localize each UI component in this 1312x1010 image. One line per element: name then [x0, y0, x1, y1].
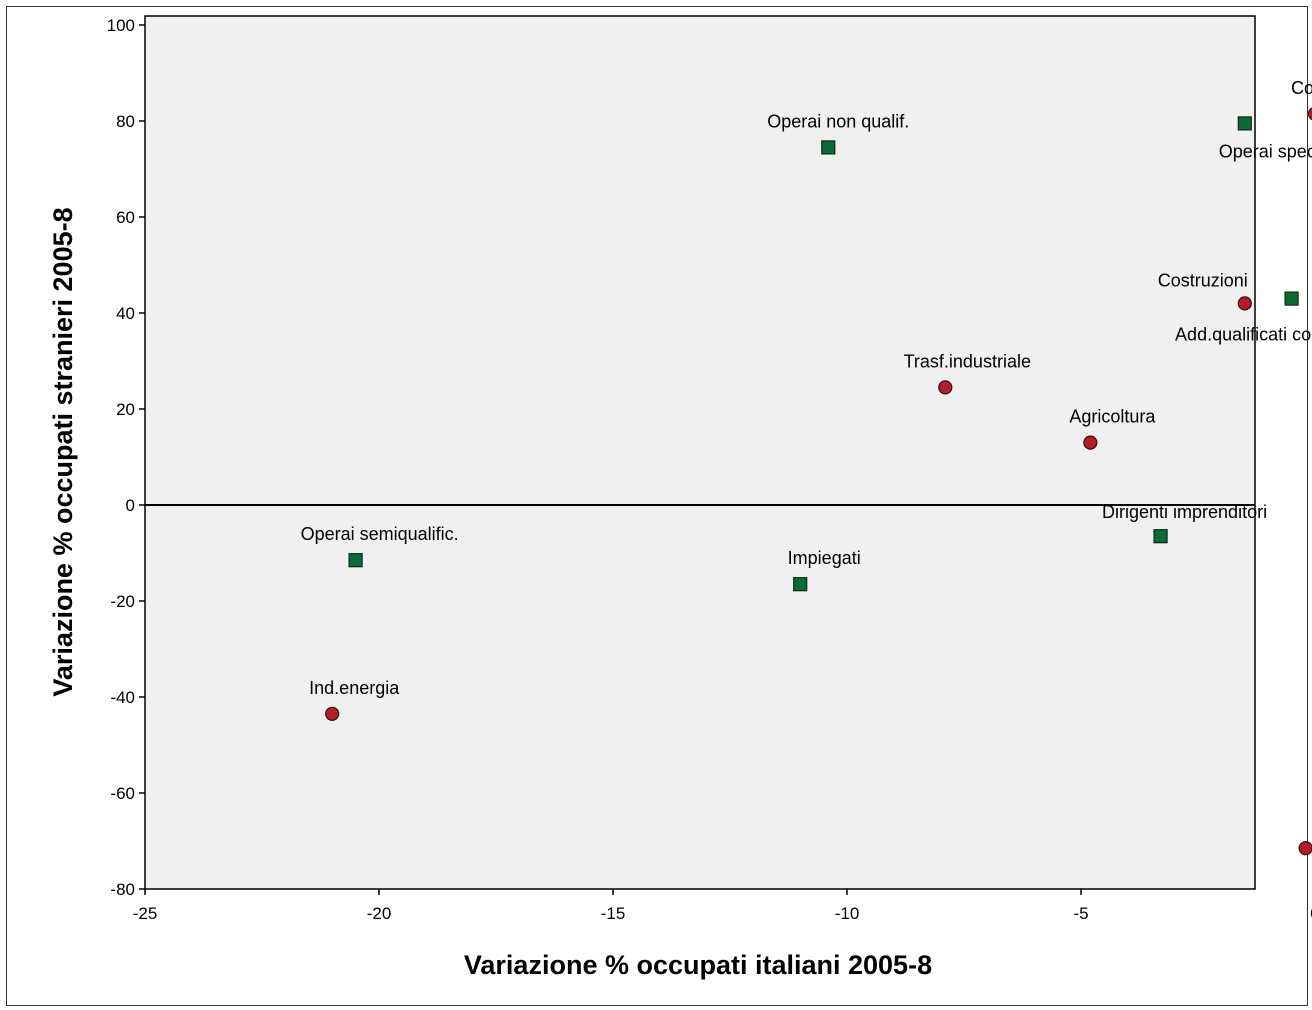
- square-point: [1284, 291, 1299, 306]
- y-tick-label: 100: [107, 16, 135, 35]
- square-point: [1153, 529, 1168, 544]
- y-tick-label: 40: [116, 304, 135, 323]
- square-point: [348, 553, 363, 568]
- y-axis-title: Variazione % occupati stranieri 2005-8: [48, 207, 78, 696]
- x-axis-ticks: -25-20-15-10-505101520: [133, 889, 1312, 923]
- y-tick-label: -80: [110, 880, 135, 899]
- data-points: [325, 107, 1312, 856]
- x-tick-label: -5: [1073, 904, 1088, 923]
- point-label: Operai non qualif.: [767, 111, 909, 131]
- reference-lines: [145, 504, 1255, 506]
- y-tick-label: 80: [116, 112, 135, 131]
- point-labels: CommercioAlberghi rist.Altri serviziIstr…: [301, 78, 1312, 698]
- y-axis-ticks: -80 -60 -40 -20 0 20 40 60 80 100: [107, 16, 145, 899]
- circle-point: [1083, 435, 1098, 450]
- y-tick-label: 0: [126, 496, 135, 515]
- point-label: Impiegati: [788, 548, 861, 568]
- point-label: Operai semiqualific.: [301, 524, 459, 544]
- point-label: Dirigenti imprenditori: [1102, 502, 1267, 522]
- x-tick-label: 0: [1310, 904, 1312, 923]
- y-tick-label: 60: [116, 208, 135, 227]
- y-tick-label: 20: [116, 400, 135, 419]
- plot-area: [144, 15, 1256, 890]
- x-tick-label: -10: [835, 904, 860, 923]
- point-label: Trasf.industriale: [904, 351, 1031, 371]
- point-label: Add.qualificati commercio servizi: [1175, 325, 1312, 345]
- x-tick-label: -20: [367, 904, 392, 923]
- circle-point: [1298, 841, 1312, 856]
- y-tick-label: -60: [110, 784, 135, 803]
- circle-point: [938, 380, 953, 395]
- point-label: Costruzioni: [1158, 270, 1248, 290]
- point-label: Agricoltura: [1069, 407, 1156, 427]
- circle-point: [325, 706, 340, 721]
- square-point: [821, 140, 836, 155]
- square-point: [793, 577, 808, 592]
- point-label: Operai specializz.: [1219, 141, 1312, 161]
- point-label: Ind.energia: [309, 678, 400, 698]
- y-tick-label: -40: [110, 688, 135, 707]
- circle-point: [1307, 107, 1312, 121]
- x-tick-label: -15: [601, 904, 626, 923]
- x-axis-title: Variazione % occupati italiani 2005-8: [464, 950, 932, 980]
- square-point: [1237, 116, 1252, 131]
- y-tick-label: -20: [110, 592, 135, 611]
- circle-point: [1237, 296, 1252, 311]
- x-tick-label: -25: [133, 904, 158, 923]
- point-label: Commercio: [1291, 78, 1312, 98]
